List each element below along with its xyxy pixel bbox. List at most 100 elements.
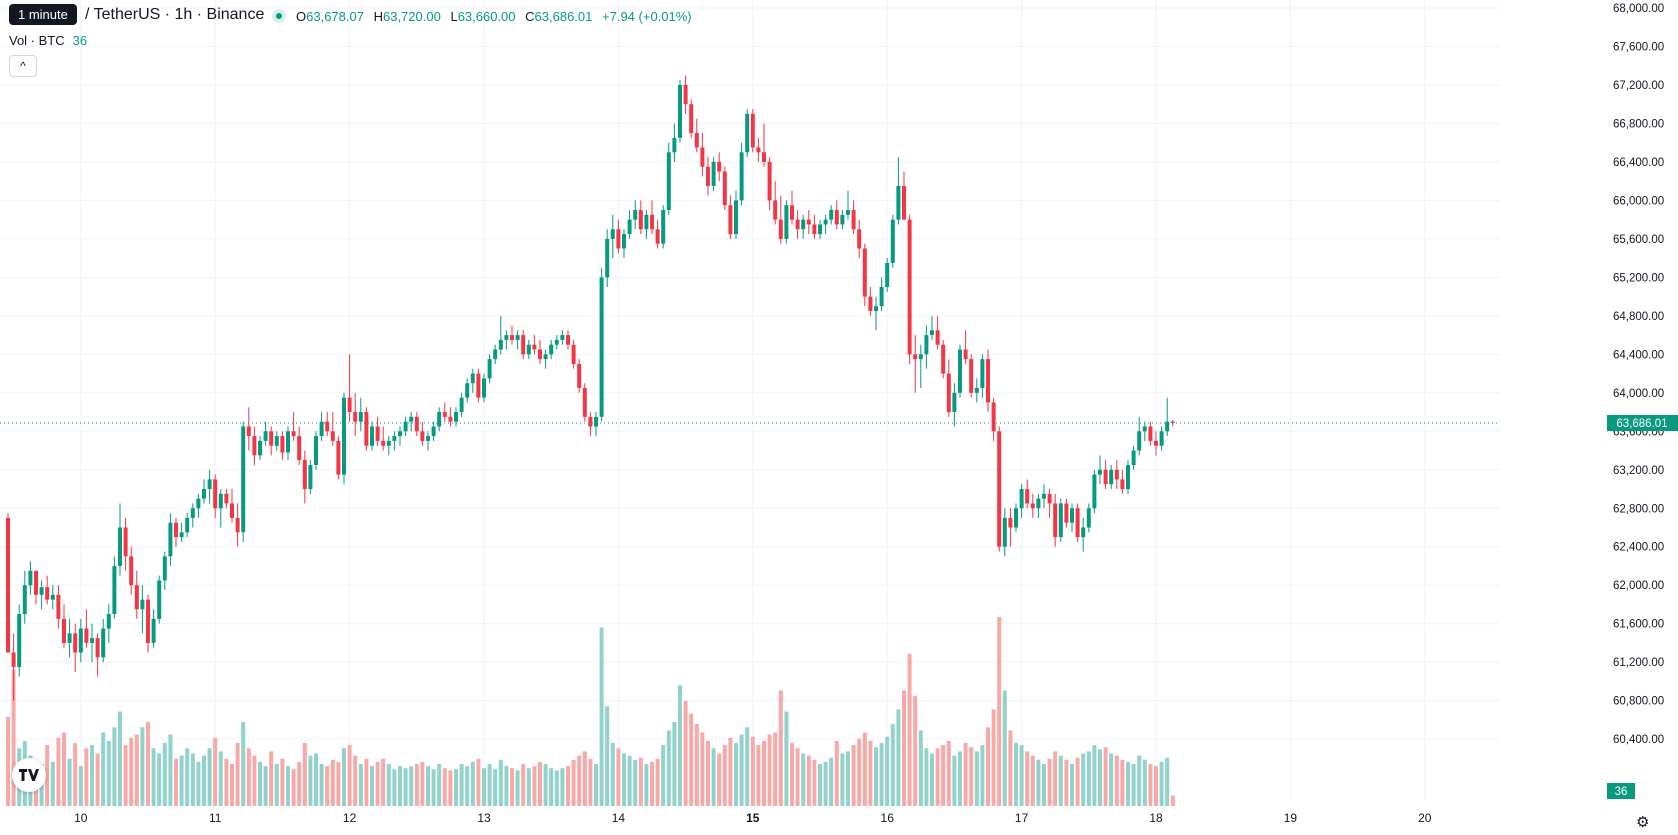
volume-bar xyxy=(930,753,934,806)
candle-body xyxy=(997,431,1002,547)
candle-body xyxy=(644,214,649,230)
candle-body xyxy=(118,527,122,566)
candle-body xyxy=(902,185,906,220)
candle-body xyxy=(246,426,251,437)
candle-body xyxy=(1120,479,1125,490)
candle-body xyxy=(196,498,201,509)
y-tick-label: 65,600.00 xyxy=(1613,234,1664,246)
candle-body xyxy=(437,412,442,427)
volume-bar xyxy=(851,745,856,806)
candle-body xyxy=(11,652,16,667)
candle-body xyxy=(140,599,145,610)
volume-bar xyxy=(392,769,397,806)
candle-body xyxy=(946,373,951,413)
candle-body xyxy=(1058,503,1063,538)
candle-body xyxy=(700,147,705,167)
volume-bar xyxy=(493,769,498,806)
volume-bar xyxy=(969,747,974,806)
volume-bar xyxy=(246,748,251,806)
volume-bar xyxy=(773,732,778,806)
volume-bar xyxy=(605,706,610,806)
x-tick-label: 15 xyxy=(746,811,760,825)
volume-bar xyxy=(997,617,1002,806)
volume-bar xyxy=(1081,753,1086,806)
candle-body xyxy=(420,431,425,441)
volume-bar xyxy=(409,766,414,806)
volume-bar xyxy=(269,751,274,806)
candle-body xyxy=(1042,493,1046,499)
gear-icon[interactable]: ⚙ xyxy=(1636,814,1650,831)
candle-body xyxy=(90,638,94,643)
change-value: +7.94 (+0.01%) xyxy=(602,9,692,24)
time-axis[interactable]: 10 11 12 13 14 15 16 17 18 19 20 xyxy=(74,811,1432,825)
volume-bar xyxy=(717,753,722,806)
volume-bar xyxy=(946,740,951,806)
candle-body xyxy=(778,219,783,239)
volume-bar xyxy=(56,737,61,806)
volume-bar xyxy=(62,732,66,806)
candle-body xyxy=(358,412,363,422)
y-tick-label: 66,400.00 xyxy=(1613,157,1664,169)
candle-body xyxy=(885,262,890,287)
tradingview-logo[interactable] xyxy=(12,758,46,792)
candle-body xyxy=(706,166,710,186)
volume-bar xyxy=(1064,759,1069,806)
volume-bar xyxy=(795,748,800,806)
candle-body xyxy=(1047,493,1052,504)
candle-body xyxy=(50,594,55,600)
candle-body xyxy=(134,585,139,610)
volume-bar xyxy=(868,740,873,806)
volume-bar xyxy=(101,732,106,806)
price-axis[interactable]: 60,400.00 60,800.00 61,200.00 61,600.00 62,0… xyxy=(1613,3,1664,746)
market-status-icon[interactable] xyxy=(272,9,286,23)
candle-body xyxy=(538,349,542,360)
candle-body xyxy=(1019,489,1024,509)
volume-bar xyxy=(162,743,167,806)
volume-bar xyxy=(280,758,285,806)
volume-bar xyxy=(538,761,542,806)
volume-bar xyxy=(638,757,643,806)
x-tick-label: 10 xyxy=(74,811,88,825)
candle-body xyxy=(151,618,156,643)
candle-body xyxy=(918,354,923,360)
volume-bar xyxy=(140,727,145,806)
y-tick-label: 66,800.00 xyxy=(1613,118,1664,130)
candle-body xyxy=(1053,503,1058,538)
candle-body xyxy=(650,214,654,230)
y-tick-label: 66,000.00 xyxy=(1613,195,1664,207)
symbol-title[interactable]: / TetherUS · 1h · Binance xyxy=(85,6,265,23)
candle-body xyxy=(218,493,223,509)
volume-bar xyxy=(403,768,408,806)
volume-bar xyxy=(846,751,850,806)
volume-bar xyxy=(526,768,531,806)
candle-body xyxy=(683,84,688,105)
volume-bar xyxy=(1008,730,1013,806)
candle-body xyxy=(347,397,352,413)
candle-body xyxy=(1109,469,1114,485)
volume-bar xyxy=(146,722,150,806)
volume-bar xyxy=(728,737,733,806)
candle-body xyxy=(1165,421,1170,432)
volume-legend: Vol · BTC 36 xyxy=(9,33,87,48)
last-price-badge xyxy=(1607,415,1678,432)
volume-bar xyxy=(291,769,296,806)
volume-bar xyxy=(67,758,72,806)
candle-body xyxy=(314,436,318,465)
candle-body xyxy=(442,412,447,417)
candle-body xyxy=(812,224,817,235)
collapse-legend-button[interactable]: ^ xyxy=(9,55,37,77)
candle-body xyxy=(381,440,386,446)
volume-bar xyxy=(672,722,677,806)
volume-bar xyxy=(398,766,402,806)
volume-bar xyxy=(750,736,755,806)
volume-bar xyxy=(790,743,794,806)
volume-bar xyxy=(1148,764,1153,806)
volume-bar xyxy=(258,761,262,806)
volume-bar xyxy=(778,690,783,806)
candle-body xyxy=(291,431,296,437)
candle-body xyxy=(935,330,940,345)
candle-body xyxy=(1014,508,1018,528)
volume-bar xyxy=(202,755,206,806)
candle-body xyxy=(263,431,268,441)
